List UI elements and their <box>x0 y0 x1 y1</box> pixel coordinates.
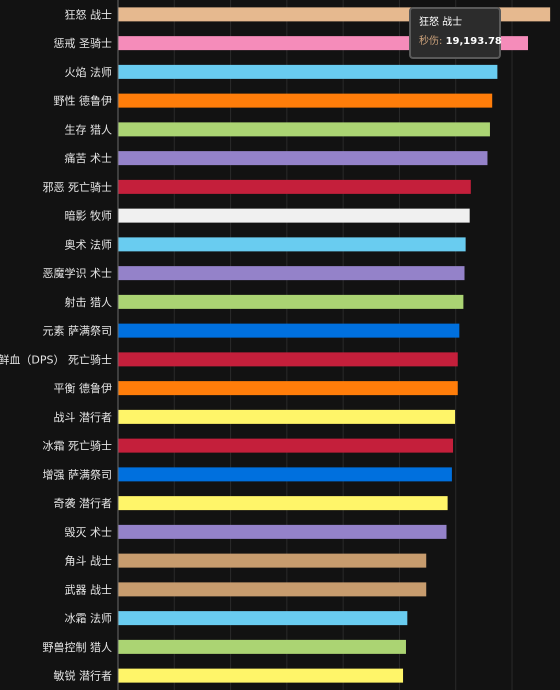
tooltip: 狂怒 战士 秒伤: 19,193.78 <box>409 7 502 59</box>
bar[interactable] <box>118 237 466 252</box>
bar[interactable] <box>118 323 460 338</box>
bar[interactable] <box>118 524 447 539</box>
bars-group <box>118 7 551 683</box>
bar[interactable] <box>118 266 465 281</box>
bar[interactable] <box>118 611 408 626</box>
tooltip-value: 19,193.78 <box>445 36 502 47</box>
bar[interactable] <box>118 122 490 137</box>
bar[interactable] <box>118 294 464 309</box>
bar[interactable] <box>118 553 427 568</box>
bar[interactable] <box>118 179 471 194</box>
category-label: 战斗 潜行者 <box>54 410 113 424</box>
bar[interactable] <box>118 409 456 424</box>
category-label: 元素 萨满祭司 <box>43 325 113 338</box>
category-label: 增强 萨满祭司 <box>43 467 113 481</box>
category-label: 敏锐 潜行者 <box>54 669 113 683</box>
category-label: 鲜血（DPS） 死亡骑士 <box>0 352 112 366</box>
tooltip-title: 狂怒 战士 <box>419 17 463 28</box>
category-label: 武器 战士 <box>65 583 113 596</box>
bar[interactable] <box>118 352 458 367</box>
category-label: 痛苦 术士 <box>65 151 113 165</box>
category-label: 惩戒 圣骑士 <box>54 37 113 50</box>
category-label: 冰霜 法师 <box>65 611 113 625</box>
category-label: 狂怒 战士 <box>65 7 113 21</box>
bar[interactable] <box>118 496 448 511</box>
category-label: 射击 猎人 <box>65 295 113 309</box>
tooltip-label: 秒伤: <box>419 36 443 47</box>
bar[interactable] <box>118 582 427 597</box>
category-label: 暗影 牧师 <box>65 209 113 223</box>
category-label: 平衡 德鲁伊 <box>54 381 113 395</box>
category-label: 毁灭 术士 <box>65 525 113 539</box>
bar[interactable] <box>118 438 454 453</box>
bar[interactable] <box>118 668 404 683</box>
category-label: 冰霜 死亡骑士 <box>43 439 113 453</box>
bar[interactable] <box>118 151 488 166</box>
category-label: 邪恶 死亡骑士 <box>43 180 113 194</box>
bar[interactable] <box>118 208 470 223</box>
bar[interactable] <box>118 467 452 482</box>
category-label: 恶魔学识 术士 <box>43 266 113 280</box>
bar[interactable] <box>118 64 498 79</box>
bar[interactable] <box>118 639 406 654</box>
category-label: 角斗 战士 <box>65 555 113 568</box>
category-label: 火焰 法师 <box>65 65 113 79</box>
category-label: 奥术 法师 <box>65 237 113 251</box>
category-label: 野性 德鲁伊 <box>54 94 113 108</box>
tooltip-row: 秒伤: 19,193.78 <box>419 35 502 49</box>
bar[interactable] <box>118 93 493 108</box>
category-label: 野兽控制 猎人 <box>43 640 113 654</box>
grid-lines <box>173 0 513 690</box>
category-label: 生存 猎人 <box>65 122 113 136</box>
bar[interactable] <box>118 381 458 396</box>
category-label: 奇袭 潜行者 <box>54 496 113 510</box>
